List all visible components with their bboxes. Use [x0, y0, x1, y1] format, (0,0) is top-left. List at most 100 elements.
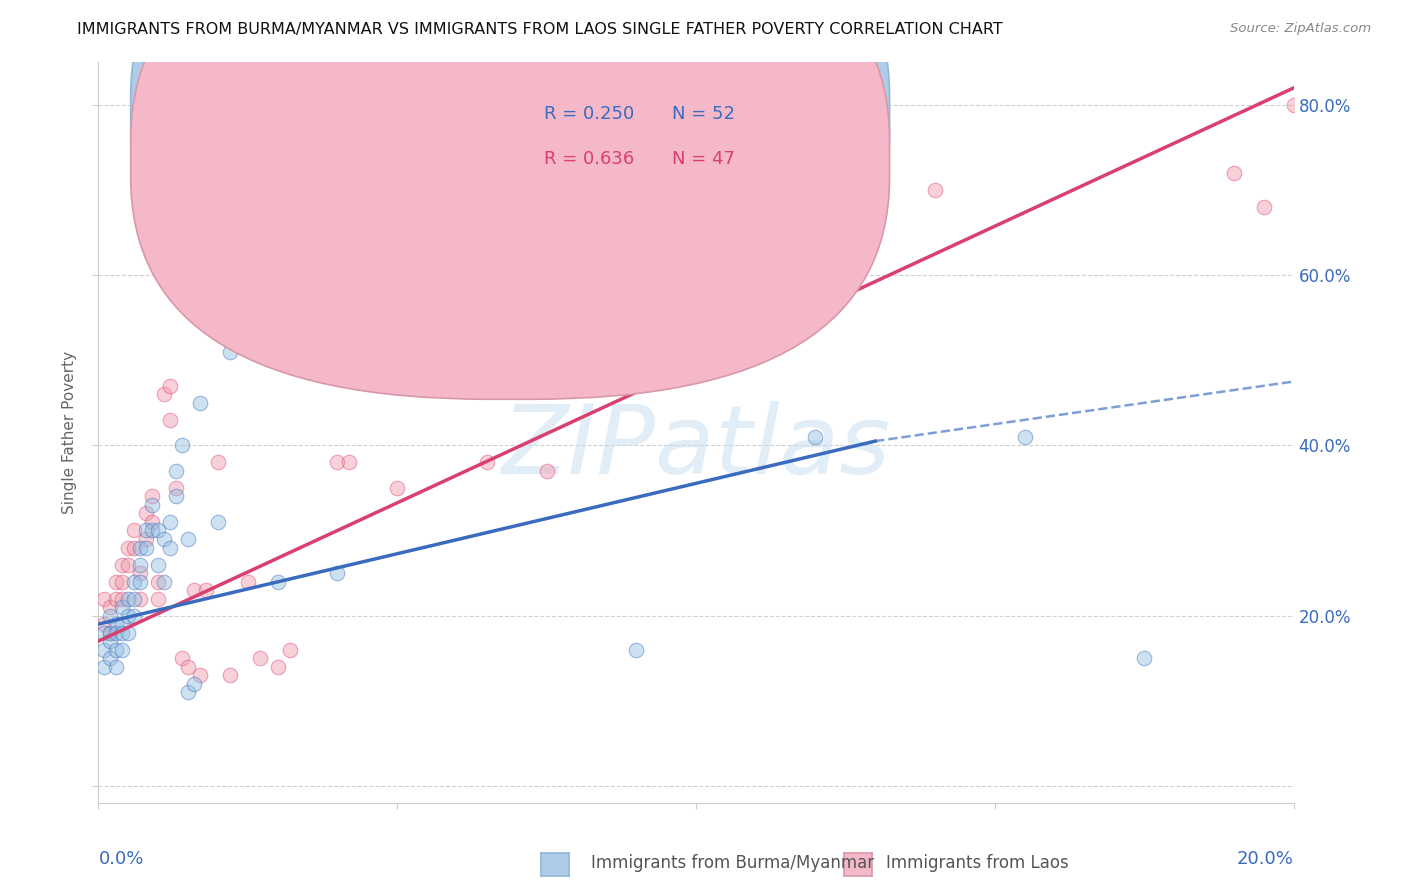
Point — [475, 455, 498, 469]
Point — [236, 327, 259, 342]
Point — [93, 625, 115, 640]
Point — [117, 608, 139, 623]
Point — [165, 490, 187, 504]
Point — [177, 659, 200, 673]
Text: IMMIGRANTS FROM BURMA/MYANMAR VS IMMIGRANTS FROM LAOS SINGLE FATHER POVERTY CORR: IMMIGRANTS FROM BURMA/MYANMAR VS IMMIGRA… — [77, 22, 1002, 37]
Point — [124, 541, 146, 555]
Point — [278, 642, 301, 657]
Bar — [475, 81, 786, 188]
Point — [148, 524, 170, 538]
Point — [148, 591, 170, 606]
Point — [141, 490, 163, 504]
Point — [536, 464, 558, 478]
Point — [98, 634, 122, 648]
Point — [172, 438, 194, 452]
Point — [135, 532, 157, 546]
Point — [159, 379, 181, 393]
Point — [159, 541, 181, 555]
Point — [98, 600, 122, 615]
Point — [172, 651, 194, 665]
Point — [446, 217, 468, 231]
Point — [105, 591, 128, 606]
Point — [1014, 430, 1036, 444]
Text: Source: ZipAtlas.com: Source: ZipAtlas.com — [1230, 22, 1371, 36]
Point — [159, 515, 181, 529]
Point — [141, 524, 163, 538]
Point — [153, 387, 176, 401]
Point — [111, 591, 134, 606]
Point — [165, 464, 187, 478]
Point — [135, 507, 157, 521]
Point — [98, 651, 122, 665]
Point — [177, 685, 200, 699]
Point — [475, 293, 498, 308]
FancyBboxPatch shape — [131, 0, 890, 400]
Point — [1282, 98, 1305, 112]
Text: N = 47: N = 47 — [672, 150, 735, 168]
Point — [655, 183, 678, 197]
Point — [188, 396, 211, 410]
Point — [148, 574, 170, 589]
Point — [129, 541, 152, 555]
Point — [124, 591, 146, 606]
Point — [183, 676, 205, 690]
Point — [135, 524, 157, 538]
Point — [111, 600, 134, 615]
Point — [219, 344, 242, 359]
Point — [339, 455, 361, 469]
Text: Immigrants from Burma/Myanmar: Immigrants from Burma/Myanmar — [591, 855, 873, 872]
Text: 20.0%: 20.0% — [1237, 849, 1294, 868]
Point — [267, 574, 290, 589]
Text: ZIPatlas: ZIPatlas — [502, 401, 890, 494]
Point — [153, 574, 176, 589]
Point — [93, 591, 115, 606]
Point — [177, 532, 200, 546]
Point — [129, 566, 152, 580]
Point — [195, 582, 218, 597]
Point — [135, 541, 157, 555]
Point — [148, 558, 170, 572]
Point — [249, 651, 271, 665]
Point — [326, 566, 349, 580]
Point — [153, 532, 176, 546]
Point — [129, 558, 152, 572]
Point — [1253, 200, 1275, 214]
Point — [93, 617, 115, 632]
Point — [1133, 651, 1156, 665]
Point — [117, 558, 139, 572]
Text: R = 0.250: R = 0.250 — [544, 105, 634, 123]
Point — [124, 574, 146, 589]
Point — [385, 481, 409, 495]
Point — [93, 659, 115, 673]
FancyBboxPatch shape — [131, 0, 890, 355]
Point — [1223, 166, 1246, 180]
Text: R = 0.636: R = 0.636 — [544, 150, 634, 168]
Point — [236, 574, 259, 589]
Point — [105, 617, 128, 632]
Point — [111, 642, 134, 657]
Point — [219, 668, 242, 682]
Point — [111, 617, 134, 632]
Y-axis label: Single Father Poverty: Single Father Poverty — [62, 351, 77, 514]
Point — [129, 574, 152, 589]
Point — [183, 582, 205, 597]
Point — [111, 625, 134, 640]
Point — [416, 217, 439, 231]
Point — [124, 524, 146, 538]
Point — [207, 455, 229, 469]
Text: N = 52: N = 52 — [672, 105, 735, 123]
Point — [267, 659, 290, 673]
Point — [326, 455, 349, 469]
Point — [129, 591, 152, 606]
Point — [159, 413, 181, 427]
Text: Immigrants from Laos: Immigrants from Laos — [886, 855, 1069, 872]
Point — [924, 183, 946, 197]
Text: 0.0%: 0.0% — [98, 849, 143, 868]
Point — [93, 642, 115, 657]
Point — [165, 481, 187, 495]
Point — [111, 574, 134, 589]
Point — [117, 541, 139, 555]
Point — [111, 558, 134, 572]
Point — [141, 498, 163, 512]
Point — [105, 574, 128, 589]
